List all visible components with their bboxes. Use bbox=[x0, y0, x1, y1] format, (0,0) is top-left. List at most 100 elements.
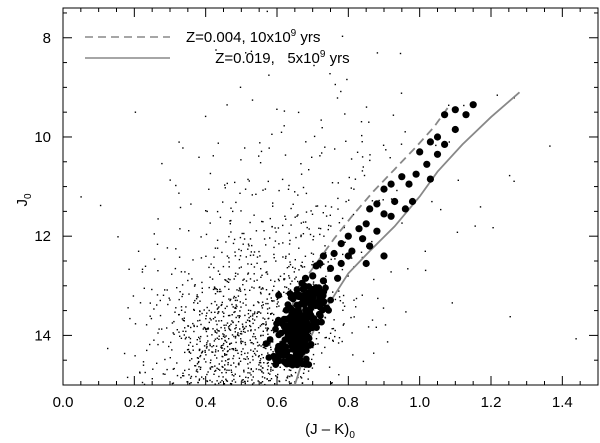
field-star bbox=[273, 246, 275, 249]
field-star bbox=[196, 363, 199, 365]
field-star bbox=[223, 312, 225, 314]
field-star bbox=[288, 232, 290, 234]
field-star bbox=[298, 285, 300, 288]
field-star bbox=[305, 141, 307, 143]
field-star bbox=[181, 284, 184, 286]
field-star bbox=[234, 299, 237, 302]
field-star bbox=[290, 207, 292, 210]
field-star bbox=[265, 302, 267, 305]
field-star bbox=[296, 215, 298, 217]
field-star bbox=[228, 369, 230, 371]
member-star bbox=[293, 312, 300, 320]
field-star bbox=[309, 332, 312, 334]
field-star bbox=[392, 114, 395, 116]
field-star bbox=[262, 221, 264, 223]
member-star bbox=[303, 308, 310, 316]
field-star bbox=[225, 379, 228, 382]
field-star bbox=[239, 288, 241, 291]
field-star bbox=[178, 298, 180, 301]
field-star bbox=[221, 347, 223, 349]
field-star bbox=[224, 329, 226, 332]
field-star bbox=[267, 333, 269, 335]
field-star bbox=[343, 323, 345, 325]
field-star bbox=[222, 201, 224, 203]
field-star bbox=[243, 358, 245, 360]
field-star bbox=[240, 333, 243, 335]
field-star bbox=[283, 291, 285, 293]
field-star bbox=[117, 236, 119, 238]
field-star bbox=[265, 321, 267, 323]
field-star bbox=[269, 217, 271, 220]
field-star bbox=[456, 231, 459, 233]
field-star bbox=[129, 317, 131, 320]
field-star bbox=[146, 349, 148, 352]
field-star bbox=[179, 228, 181, 230]
x-tick-label: 1.2 bbox=[481, 394, 502, 411]
field-star bbox=[201, 281, 203, 284]
field-star bbox=[300, 163, 302, 165]
field-star bbox=[227, 314, 230, 317]
field-star bbox=[268, 380, 270, 382]
field-star bbox=[253, 333, 255, 335]
field-star bbox=[259, 142, 261, 144]
field-star bbox=[334, 298, 337, 301]
field-star bbox=[232, 321, 234, 323]
field-star bbox=[187, 279, 189, 282]
field-star bbox=[362, 166, 364, 168]
field-star bbox=[251, 383, 254, 385]
field-star bbox=[139, 372, 141, 374]
field-star bbox=[221, 303, 223, 306]
field-star bbox=[307, 370, 310, 372]
field-star bbox=[327, 228, 329, 231]
field-star bbox=[233, 311, 235, 314]
x-axis-label-main: (J – K) bbox=[305, 421, 349, 438]
field-star bbox=[153, 233, 155, 235]
field-star bbox=[271, 362, 273, 365]
field-star bbox=[382, 307, 385, 309]
field-star bbox=[273, 300, 275, 302]
field-star bbox=[139, 371, 141, 373]
field-star bbox=[260, 382, 263, 384]
field-star bbox=[172, 368, 174, 370]
field-star bbox=[321, 352, 323, 354]
field-star bbox=[248, 180, 250, 182]
field-star bbox=[269, 237, 271, 239]
field-star bbox=[287, 288, 290, 290]
field-star bbox=[266, 368, 269, 371]
field-star bbox=[360, 121, 363, 123]
field-star bbox=[260, 358, 262, 360]
field-star bbox=[245, 304, 247, 306]
field-star bbox=[236, 289, 238, 291]
field-star bbox=[262, 189, 264, 191]
field-star bbox=[212, 155, 214, 157]
field-star bbox=[290, 224, 292, 226]
member-star bbox=[283, 350, 290, 357]
field-star bbox=[198, 336, 200, 339]
field-star bbox=[400, 92, 403, 94]
field-star bbox=[353, 316, 355, 318]
field-star bbox=[190, 326, 192, 329]
field-star bbox=[180, 337, 183, 339]
field-star bbox=[126, 376, 129, 379]
field-star bbox=[134, 111, 137, 113]
field-star bbox=[316, 205, 319, 207]
field-star bbox=[219, 381, 222, 383]
field-star bbox=[207, 328, 210, 330]
field-star bbox=[273, 331, 275, 334]
field-star bbox=[188, 350, 190, 353]
field-star bbox=[250, 368, 252, 370]
field-star bbox=[182, 293, 184, 295]
field-star bbox=[373, 278, 375, 281]
legend-label-2: Z=0.019, 5x109 yrs bbox=[186, 49, 370, 67]
field-star bbox=[152, 368, 154, 370]
member-stars bbox=[262, 101, 477, 369]
member-star bbox=[387, 180, 395, 188]
field-star bbox=[206, 373, 208, 376]
field-star bbox=[238, 287, 241, 289]
field-star bbox=[232, 297, 235, 299]
field-star bbox=[201, 351, 203, 353]
field-star bbox=[240, 341, 242, 343]
field-star bbox=[189, 337, 192, 340]
x-tick-label: 1.4 bbox=[552, 394, 573, 411]
member-star bbox=[313, 318, 321, 326]
